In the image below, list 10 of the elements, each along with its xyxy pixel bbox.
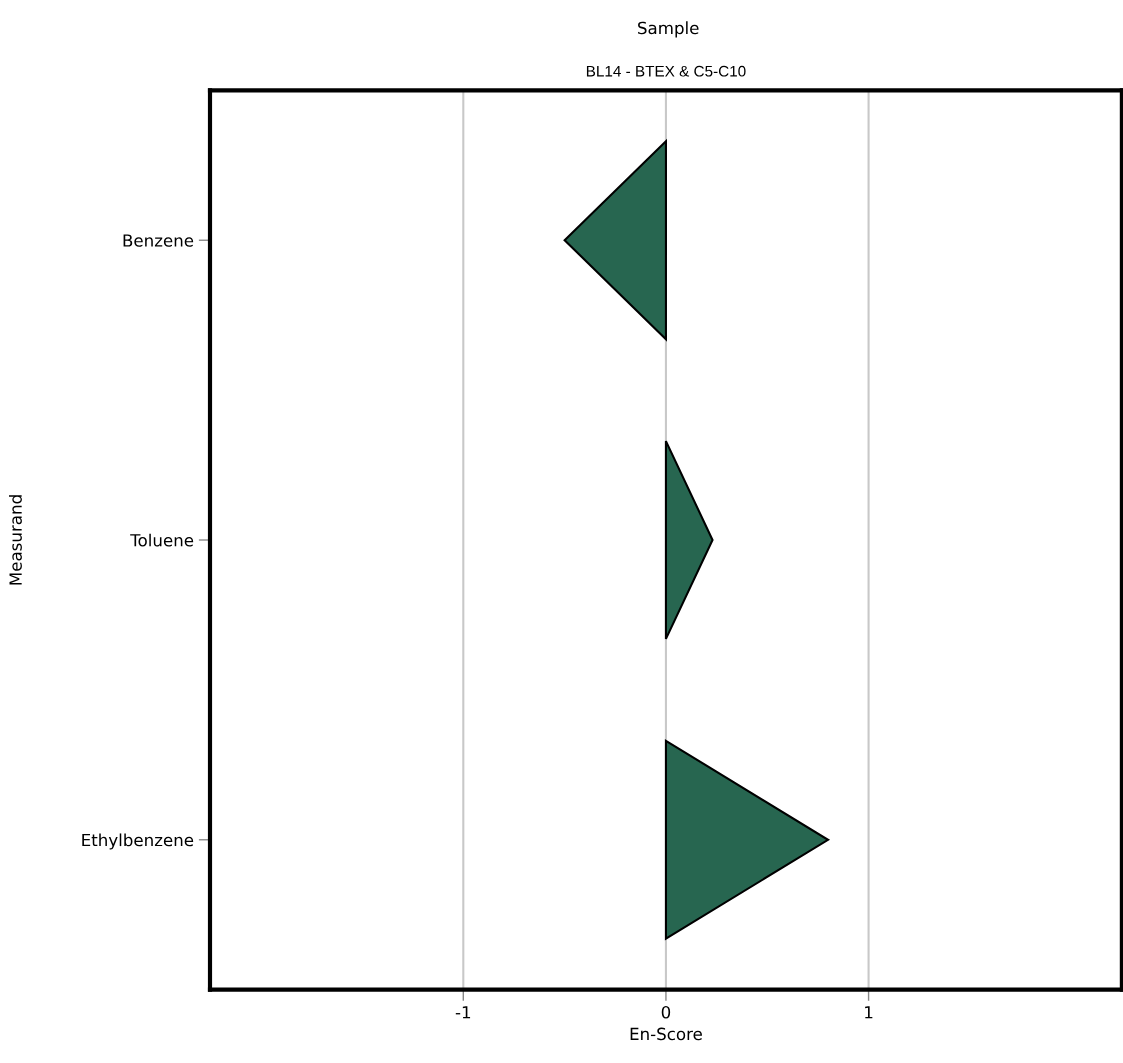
- y-tick-label: Benzene: [123, 234, 194, 247]
- y-tick-label: Toluene: [130, 533, 194, 547]
- y-tick-label: Ethylbenzene: [82, 833, 194, 850]
- x-axis-title: En-Score: [630, 1027, 702, 1041]
- x-tick-label: -1: [455, 1006, 471, 1019]
- y-axis-title: Measurand: [9, 495, 22, 585]
- x-tick-label: 0: [661, 1005, 671, 1019]
- chart-subtitle: BL14 - BTEX & C5-C10: [586, 65, 746, 77]
- chart-title: Sample: [638, 21, 699, 38]
- x-tick-label: 1: [865, 1006, 873, 1019]
